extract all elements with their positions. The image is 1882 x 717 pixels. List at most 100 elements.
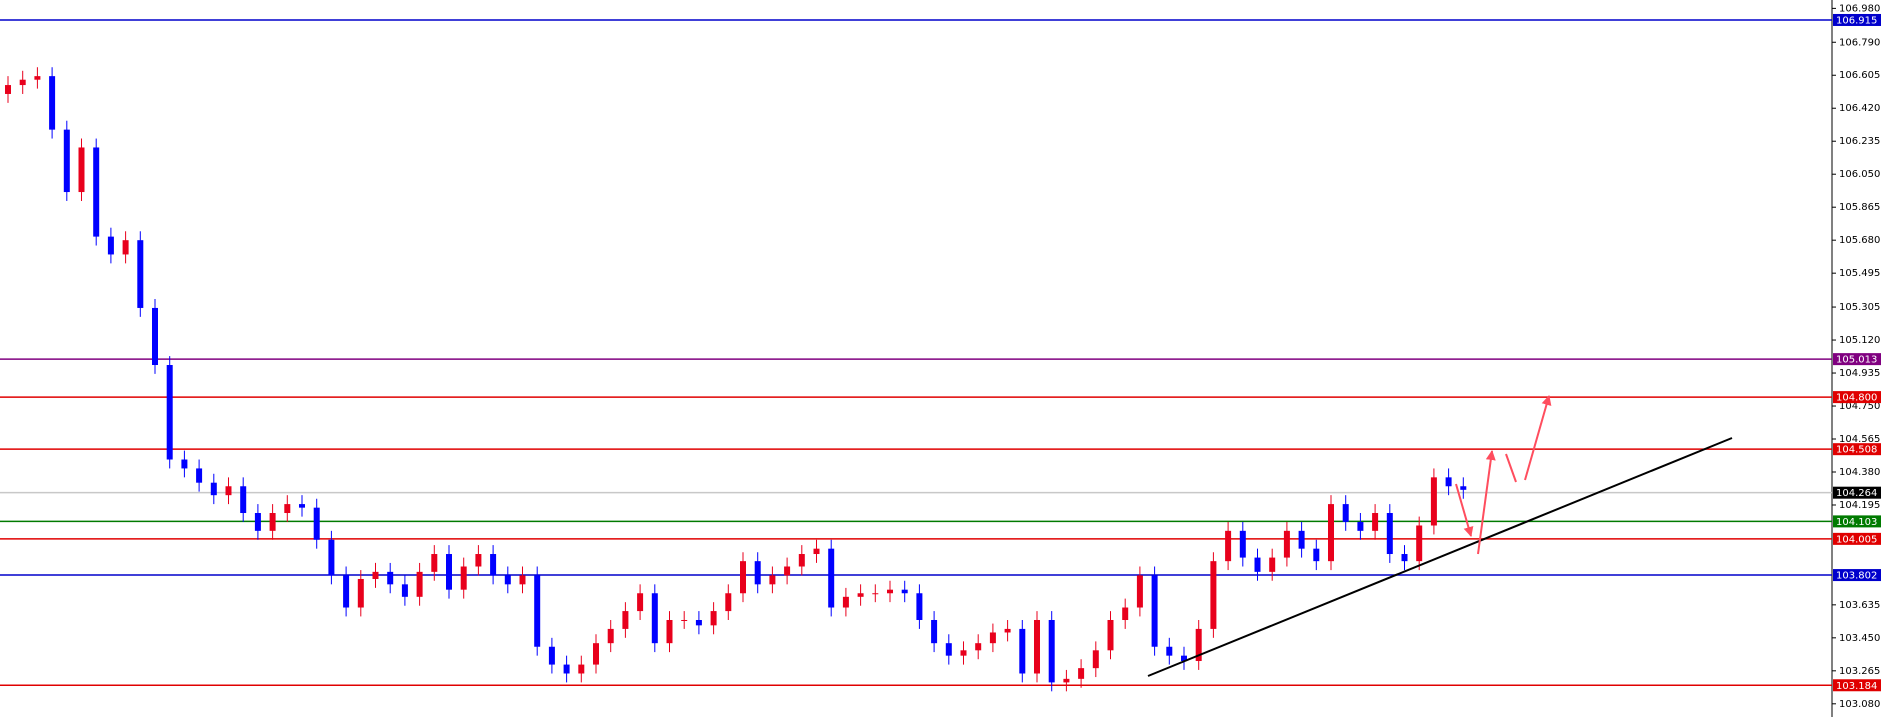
- candle-body: [1460, 486, 1467, 490]
- y-tick-label: 106.235: [1839, 136, 1880, 147]
- y-tick-label: 104.565: [1839, 434, 1880, 445]
- candle-body: [784, 566, 791, 576]
- price-tag-label: 104.005: [1836, 534, 1877, 545]
- candle-body: [1151, 575, 1158, 647]
- candle-body: [1386, 513, 1393, 555]
- candle-body: [1416, 525, 1423, 562]
- candle-body: [666, 619, 673, 644]
- candle-body: [534, 575, 541, 647]
- y-tick-label: 104.935: [1839, 368, 1880, 379]
- y-tick-label: 103.080: [1839, 699, 1880, 710]
- candle-body: [1063, 678, 1070, 683]
- candle-body: [989, 632, 996, 644]
- price-tag-label: 104.103: [1836, 517, 1877, 528]
- candle-body: [725, 593, 732, 612]
- price-tag: [1833, 486, 1881, 499]
- candle-body: [872, 593, 879, 595]
- candle-body: [137, 240, 144, 308]
- candle-body: [578, 664, 585, 674]
- price-tag-label: 104.508: [1836, 445, 1877, 456]
- candle-body: [637, 593, 644, 612]
- candle-body: [740, 561, 746, 594]
- candle-body: [1078, 668, 1085, 679]
- candle-body: [887, 589, 893, 594]
- candle-body: [1283, 530, 1290, 558]
- y-tick-label: 104.380: [1839, 467, 1880, 478]
- candle-body: [49, 76, 56, 130]
- price-tag-label: 106.915: [1836, 15, 1877, 26]
- candle-body: [1401, 554, 1408, 562]
- y-tick-label: 105.680: [1839, 235, 1880, 246]
- candle-body: [166, 365, 173, 460]
- candle-body: [1298, 530, 1305, 549]
- candle-body: [299, 504, 305, 508]
- candle-body: [842, 596, 849, 608]
- price-tag: [1833, 391, 1881, 404]
- y-tick-label: 104.195: [1839, 500, 1880, 511]
- candle-body: [107, 236, 114, 255]
- candle-body: [93, 147, 100, 237]
- candle-body: [828, 548, 835, 608]
- price-tag: [1833, 353, 1881, 366]
- y-tick-label: 105.305: [1839, 302, 1880, 313]
- candle-body: [975, 643, 982, 651]
- candle-body: [504, 575, 511, 585]
- price-tag: [1833, 515, 1881, 528]
- candle-body: [78, 147, 85, 193]
- candle-body: [857, 593, 864, 597]
- y-tick-label: 106.790: [1839, 37, 1880, 48]
- y-tick-label: 105.495: [1839, 268, 1880, 279]
- candle-body: [1181, 655, 1187, 662]
- candle-body: [1342, 504, 1349, 522]
- candle-body: [901, 589, 908, 594]
- candle-body: [328, 539, 335, 576]
- candle-body: [681, 619, 688, 621]
- candle-body: [1034, 619, 1040, 674]
- candle-body: [1357, 521, 1364, 531]
- candle-body: [931, 619, 938, 644]
- candle-body: [1210, 561, 1217, 629]
- candle-body: [798, 554, 805, 567]
- price-tag-label: 104.264: [1836, 488, 1877, 499]
- candle-body: [19, 79, 26, 86]
- arrow: [1505, 453, 1517, 483]
- candle-body: [945, 643, 952, 656]
- candle-body: [357, 578, 364, 608]
- candle-body: [490, 554, 497, 576]
- candle-body: [34, 76, 41, 80]
- candle-body: [446, 554, 452, 590]
- price-tag: [1833, 532, 1881, 545]
- candle-body: [1313, 548, 1320, 562]
- price-tag-label: 105.013: [1836, 355, 1877, 366]
- candle-body: [196, 468, 203, 483]
- candle-body: [372, 571, 379, 579]
- trend-line: [1147, 437, 1733, 677]
- price-tag-label: 104.800: [1836, 393, 1877, 404]
- candle-body: [651, 593, 658, 644]
- candle-body: [387, 571, 394, 585]
- y-tick-label: 106.605: [1839, 70, 1880, 81]
- candle-body: [1122, 607, 1129, 620]
- candle-body: [475, 554, 482, 567]
- candle-body: [1019, 628, 1026, 674]
- candle-body: [122, 240, 129, 255]
- y-tick-label: 103.450: [1839, 633, 1880, 644]
- price-tag: [1833, 679, 1881, 692]
- candle-body: [1048, 619, 1055, 683]
- candle-body: [1092, 650, 1099, 669]
- y-tick-label: 106.420: [1839, 103, 1880, 114]
- candle-body: [284, 504, 291, 514]
- candle-body: [1225, 530, 1232, 562]
- candle-body: [710, 611, 717, 626]
- candle-body: [254, 513, 261, 531]
- y-tick-label: 103.265: [1839, 666, 1880, 677]
- candle-body: [181, 459, 188, 469]
- candle-body: [460, 566, 467, 590]
- candle-body: [593, 643, 599, 665]
- candle-body: [240, 486, 247, 514]
- candle-body: [754, 561, 761, 585]
- candle-body: [916, 593, 923, 620]
- price-tag-label: 103.184: [1836, 681, 1877, 692]
- candle-body: [343, 575, 350, 608]
